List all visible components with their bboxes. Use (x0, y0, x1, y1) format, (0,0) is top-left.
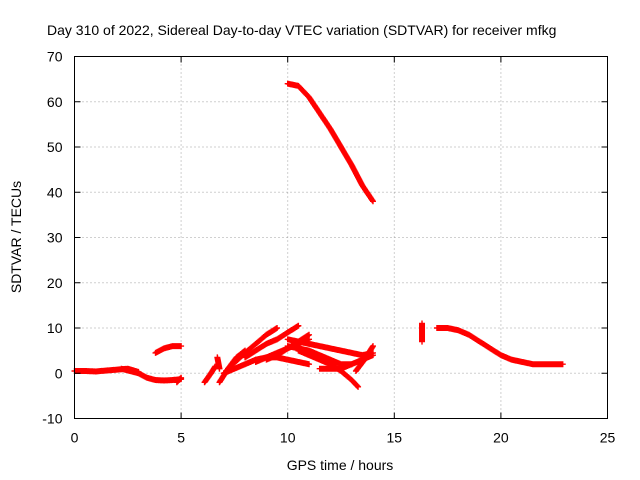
data-point-markers (225, 325, 281, 372)
y-tick-label: 60 (47, 94, 63, 110)
data-point-markers (352, 343, 376, 374)
data-point-markers (214, 354, 223, 372)
y-tick-labels: -10 0 10 20 30 40 50 60 70 (42, 49, 62, 427)
data-point-markers (419, 320, 426, 345)
axis-ticks (74, 56, 608, 419)
x-tick-label: 15 (387, 430, 403, 446)
grid-lines (74, 56, 608, 419)
series-arc-5 (201, 363, 219, 386)
y-tick-label: 70 (47, 49, 63, 65)
data-point-markers (284, 80, 376, 205)
series-arc-3 (152, 343, 185, 356)
data-point-markers (433, 325, 566, 368)
data-point-markers (201, 363, 219, 386)
series-arc-4 (173, 374, 185, 386)
y-tick-label: -10 (42, 411, 62, 427)
series-arc-19 (419, 320, 426, 345)
x-tick-label: 0 (71, 430, 79, 446)
data-point-markers (284, 336, 376, 359)
series-arc-2 (118, 365, 185, 384)
data-point-markers (118, 365, 185, 384)
y-tick-label: 20 (47, 275, 63, 291)
data-point-markers (152, 343, 185, 356)
y-tick-label: 0 (55, 365, 63, 381)
series-arc-9 (225, 325, 281, 372)
y-tick-label: 50 (47, 139, 63, 155)
series-arc-18 (284, 80, 376, 205)
y-tick-label: 40 (47, 184, 63, 200)
data-point-markers (242, 322, 302, 361)
y-tick-label: 30 (47, 230, 63, 246)
data-point-markers (173, 374, 185, 386)
data-series (71, 80, 566, 390)
series-arc-13 (284, 336, 376, 359)
x-tick-label: 25 (600, 430, 616, 446)
y-tick-label: 10 (47, 320, 63, 336)
series-arc-10 (242, 322, 302, 361)
x-tick-label: 10 (280, 430, 296, 446)
series-arc-20 (433, 325, 566, 368)
chart-title: Day 310 of 2022, Sidereal Day-to-day VTE… (47, 22, 556, 38)
x-tick-labels: 0 5 10 15 20 25 (71, 430, 616, 446)
x-tick-label: 5 (177, 430, 185, 446)
x-tick-label: 20 (493, 430, 509, 446)
series-arc-17 (352, 343, 376, 374)
series-arc-6 (214, 354, 223, 372)
y-axis-label: SDTVAR / TECUs (8, 181, 24, 293)
x-axis-label: GPS time / hours (287, 457, 394, 473)
